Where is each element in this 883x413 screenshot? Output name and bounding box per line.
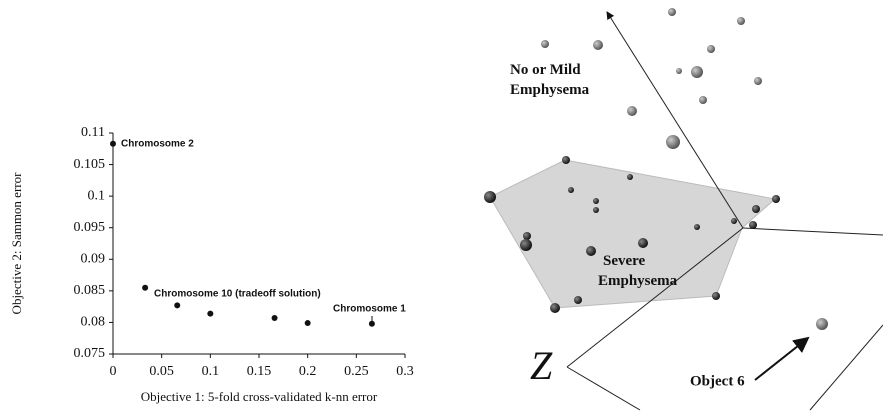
y-tick-label: 0.095 — [74, 220, 106, 235]
axis-line — [810, 325, 883, 410]
axis-line — [567, 367, 640, 410]
point — [207, 311, 213, 317]
annotation: Chromosome 1 — [333, 304, 406, 315]
annotation: Chromosome 10 (tradeoff solution) — [154, 289, 321, 300]
x-tick-label: 0.2 — [299, 364, 317, 379]
axis-name: Z — [530, 343, 553, 388]
point — [305, 320, 311, 326]
point — [174, 302, 180, 308]
annotation: Chromosome 2 — [121, 139, 194, 150]
x-tick-label: 0.15 — [247, 364, 272, 379]
y-tick-label: 0.105 — [74, 157, 106, 172]
x-tick-label: 0.1 — [202, 364, 220, 379]
object-label: Object 6 — [690, 373, 745, 389]
point — [142, 285, 148, 291]
figure: 0.075 0.08 0.085 0.09 0.095 0.1 0.105 0.11 0 0.05… — [0, 0, 883, 413]
point — [272, 315, 278, 321]
point — [110, 141, 116, 147]
y-tick-label: 0.08 — [81, 315, 106, 330]
x-tick-label: 0.05 — [149, 364, 174, 379]
y-tick-label: 0.1 — [88, 188, 106, 203]
x-tick-label: 0.25 — [344, 364, 369, 379]
pointer-arrow — [755, 338, 808, 380]
y-tick-label: 0.09 — [81, 252, 106, 267]
scatter-plot: 0.075 0.08 0.085 0.09 0.095 0.1 0.105 0.11 0 0.05… — [9, 125, 414, 404]
x-tick-label: 0.3 — [396, 364, 414, 379]
y-tick-label: 0.085 — [74, 283, 106, 298]
x-axis-label: Objective 1: 5-fold cross-validated k-nn… — [141, 389, 378, 404]
y-tick-label: 0.11 — [81, 125, 105, 140]
y-tick-label: 0.075 — [74, 346, 106, 361]
x-tick-label: 0 — [110, 364, 117, 379]
axis-line — [743, 228, 883, 235]
y-axis-label: Objective 2: Sammon error — [9, 172, 24, 315]
